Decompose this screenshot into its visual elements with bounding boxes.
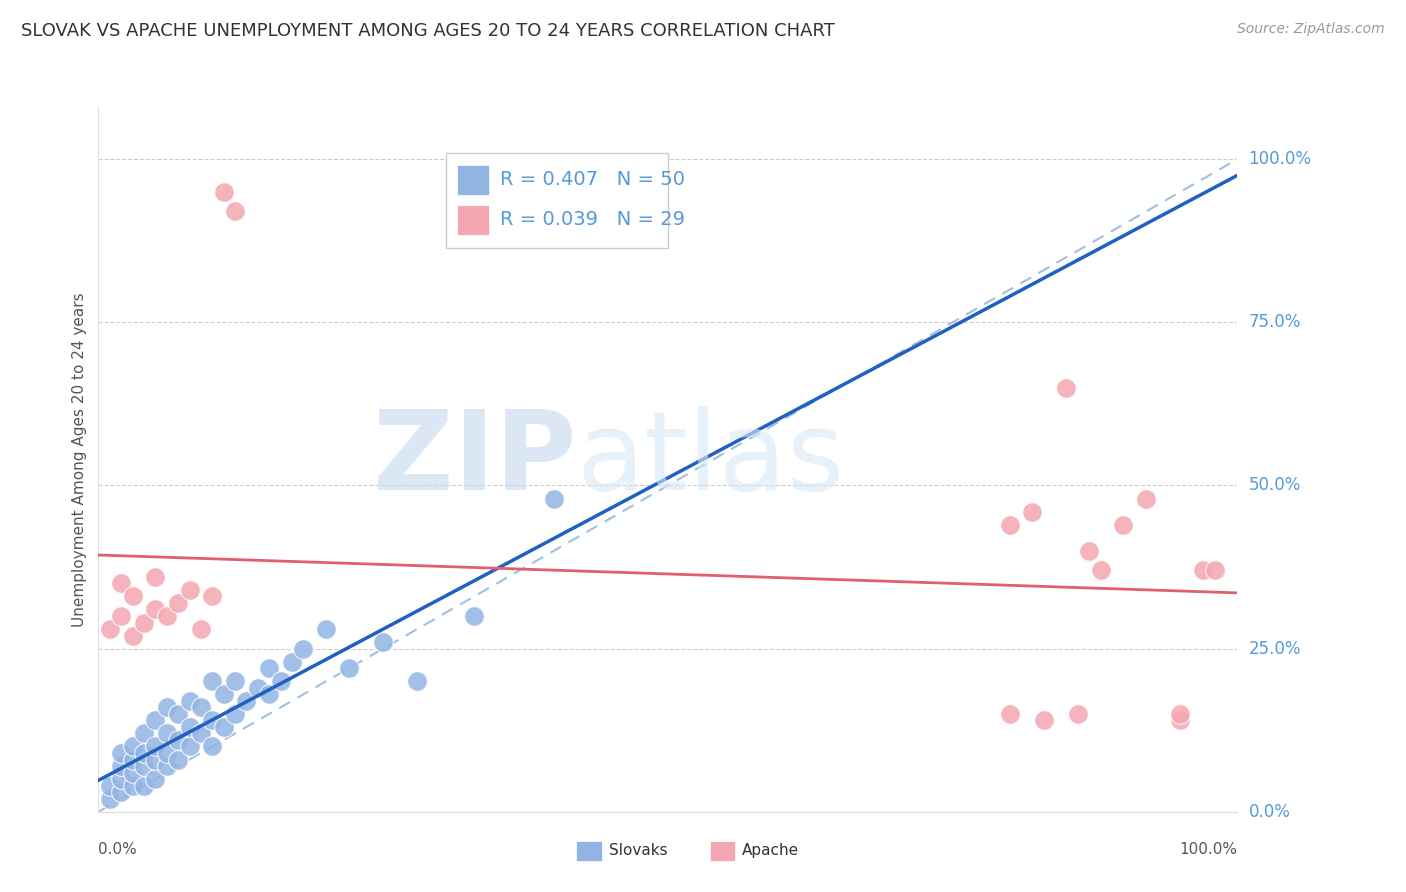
Point [259,661,281,675]
Point [132,759,155,773]
Point [145,739,167,754]
Point [1170,706,1192,721]
Point [212,687,235,701]
Point [543,491,565,506]
Point [1021,505,1043,519]
Bar [457,205,489,235]
Point [179,720,201,734]
Point [121,765,143,780]
Point [132,779,155,793]
Point [224,706,246,721]
Point [98,779,121,793]
Point [1170,714,1192,728]
Point [1054,381,1078,395]
Point [98,791,121,805]
Point [145,714,167,728]
Point [201,714,224,728]
Point [121,629,143,643]
Point [246,681,269,695]
Point [179,739,201,754]
Point [315,622,337,636]
Point [145,602,167,616]
Point [371,635,394,649]
Point [998,517,1021,532]
Point [1090,563,1112,577]
Point [201,590,224,604]
Point [463,609,485,624]
Text: 0.0%: 0.0% [1249,803,1291,821]
Point [110,759,132,773]
Point [110,609,132,624]
Text: Apache: Apache [742,844,800,858]
Text: 0.0%: 0.0% [98,842,138,857]
Point [121,590,143,604]
Text: 50.0%: 50.0% [1249,476,1301,494]
Point [190,700,212,714]
Point [1192,563,1215,577]
Point [156,746,179,760]
Point [281,655,304,669]
Point [132,746,155,760]
Point [201,739,224,754]
Point [145,772,167,786]
Point [1204,563,1226,577]
Point [121,739,143,754]
Bar [457,165,489,195]
Point [224,204,246,219]
Bar [446,153,668,248]
Point [179,582,201,597]
Point [1067,706,1090,721]
Point [1112,517,1135,532]
Point [406,674,429,689]
Point [167,752,190,766]
Text: 100.0%: 100.0% [1249,150,1312,169]
Text: Source: ZipAtlas.com: Source: ZipAtlas.com [1237,22,1385,37]
Y-axis label: Unemployment Among Ages 20 to 24 years: Unemployment Among Ages 20 to 24 years [72,292,87,627]
Point [235,694,257,708]
Point [156,700,179,714]
Text: ZIP: ZIP [374,406,576,513]
Point [110,772,132,786]
Text: Slovaks: Slovaks [609,844,668,858]
Point [98,622,121,636]
Point [337,661,360,675]
Point [110,785,132,799]
Point [998,706,1021,721]
Point [121,752,143,766]
Point [212,185,235,199]
Point [212,720,235,734]
Text: 25.0%: 25.0% [1249,640,1301,657]
Text: R = 0.407   N = 50: R = 0.407 N = 50 [501,170,686,189]
Point [121,779,143,793]
Point [190,622,212,636]
Text: atlas: atlas [576,406,845,513]
Point [1078,543,1101,558]
Text: 100.0%: 100.0% [1180,842,1237,857]
Point [132,726,155,740]
Point [156,726,179,740]
Point [132,615,155,630]
Point [110,746,132,760]
Text: R = 0.039   N = 29: R = 0.039 N = 29 [501,211,686,229]
Point [259,687,281,701]
Point [167,733,190,747]
Point [1032,714,1054,728]
Point [224,674,246,689]
Point [1135,491,1157,506]
Point [156,759,179,773]
Point [292,641,315,656]
Point [190,726,212,740]
Point [167,706,190,721]
Point [145,752,167,766]
Point [179,694,201,708]
Point [167,596,190,610]
Point [110,576,132,591]
Point [156,609,179,624]
Point [145,570,167,584]
Point [201,674,224,689]
Point [270,674,292,689]
Text: 75.0%: 75.0% [1249,313,1301,331]
Text: SLOVAK VS APACHE UNEMPLOYMENT AMONG AGES 20 TO 24 YEARS CORRELATION CHART: SLOVAK VS APACHE UNEMPLOYMENT AMONG AGES… [21,22,835,40]
